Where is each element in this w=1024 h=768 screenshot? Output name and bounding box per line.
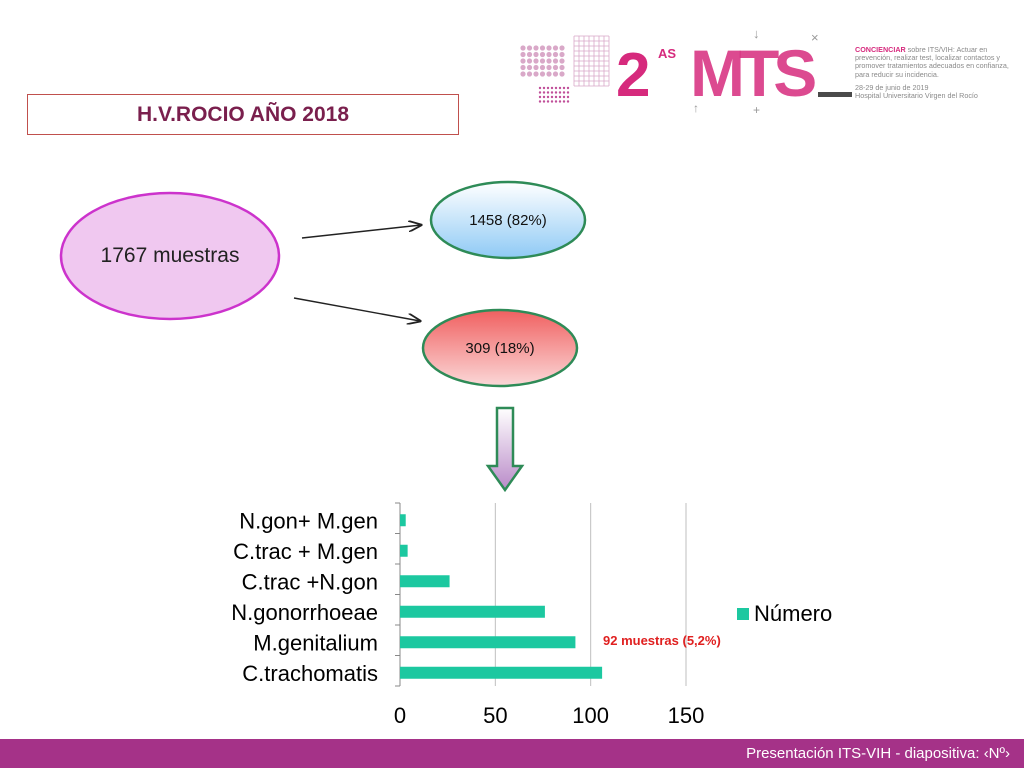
logo-description: CONCIENCIAR sobre ITS/VIH: Actuar en pre… <box>855 45 1015 79</box>
category-label: C.trac + M.gen <box>233 539 378 564</box>
logo-date: 28-29 de junio de 2019 <box>855 83 929 92</box>
logo-description-bold: CONCIENCIAR <box>855 45 906 54</box>
arrow-up-icon: ↑ <box>693 101 699 115</box>
arrow-to-positive <box>293 297 420 321</box>
category-label: C.trac +N.gon <box>242 569 378 594</box>
legend-swatch <box>737 608 749 620</box>
footer-bar: Presentación ITS-VIH - diapositiva: ‹Nº› <box>0 739 1024 768</box>
dot-pattern-icon <box>520 45 565 77</box>
arrow-down-icon: ↓ <box>753 28 760 41</box>
bar <box>400 636 576 649</box>
category-label: N.gonorrhoeae <box>231 600 378 625</box>
x-tick-label: 150 <box>668 703 705 728</box>
x-tick-label: 50 <box>483 703 507 728</box>
logo-venue: Hospital Universitario Virgen del Rocío <box>855 91 978 101</box>
category-label: C.trachomatis <box>242 661 378 686</box>
logo-ordinal-suffix: AS <box>658 46 676 61</box>
bar <box>400 575 450 588</box>
congress-logo: 2 AS MTS ↓ × ↑ + <box>520 28 852 117</box>
arrow-to-negative <box>301 225 421 239</box>
category-label: N.gon+ M.gen <box>239 508 378 533</box>
negative-samples-oval <box>429 180 587 260</box>
flow-diagram <box>59 180 587 493</box>
legend-label: Número <box>754 601 832 626</box>
negative-samples-label: 1458 (82%) <box>469 211 547 229</box>
grid-pattern-icon <box>573 35 610 87</box>
logo-date-venue: 28-29 de junio de 2019 Hospital Universi… <box>855 83 1024 101</box>
bar <box>400 514 406 527</box>
logo-underline <box>818 92 852 97</box>
bar <box>400 605 545 618</box>
category-label: M.genitalium <box>253 630 378 655</box>
bar <box>400 544 408 557</box>
slide-title: H.V.ROCIO AÑO 2018 <box>27 94 459 135</box>
logo-ordinal: 2 <box>616 41 650 110</box>
x-tick-label: 100 <box>572 703 609 728</box>
bar <box>400 666 603 679</box>
logo-wordmark: MTS <box>690 36 815 110</box>
bar-chart: 0 50 100 150 N.gon+ M.gen C.trac + M.gen C.tra… <box>231 502 832 728</box>
dot-pattern-small-icon <box>538 86 570 103</box>
logo-description-text: sobre ITS/VIH: Actuar en prevención, rea… <box>855 45 1009 79</box>
total-samples-oval <box>59 191 281 321</box>
footer-text: Presentación ITS-VIH - diapositiva: ‹Nº› <box>746 745 1010 762</box>
positive-samples-label: 309 (18%) <box>465 339 535 357</box>
x-tick-label: 0 <box>394 703 406 728</box>
down-arrow-icon <box>485 406 525 493</box>
positive-samples-oval <box>421 308 579 388</box>
total-samples-label: 1767 muestras <box>100 244 240 267</box>
cross-icon: × <box>811 30 819 45</box>
plus-icon: + <box>753 103 760 117</box>
chart-annotation: 92 muestras (5,2%) <box>603 633 721 648</box>
